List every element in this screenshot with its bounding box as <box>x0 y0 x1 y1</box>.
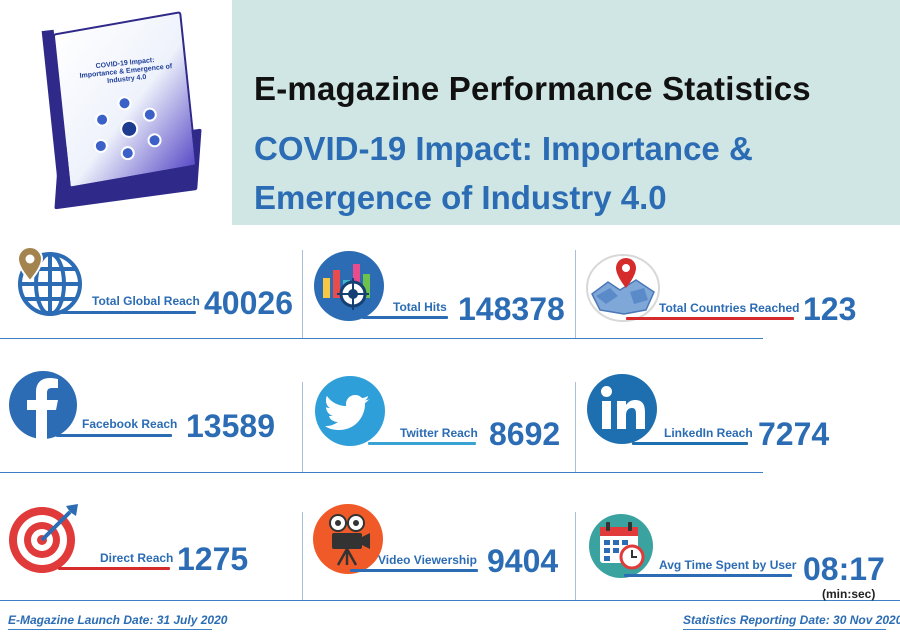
column-divider <box>575 512 576 600</box>
map-pin-icon <box>586 254 660 322</box>
countries-underline <box>626 317 794 320</box>
direct-reach-label: Direct Reach <box>100 551 174 565</box>
book-cover-graphic <box>85 88 172 166</box>
direct-reach-underline <box>58 567 170 570</box>
avg-time-value: 08:17 <box>803 551 885 587</box>
avg-time-unit: (min:sec) <box>822 587 876 601</box>
facebook-value: 13589 <box>186 408 275 444</box>
column-divider <box>302 382 303 472</box>
global-reach-underline <box>44 311 196 314</box>
row-divider <box>0 338 763 339</box>
avg-time-label: Avg Time Spent by User <box>659 558 797 572</box>
bar-chart-target-icon <box>314 251 384 321</box>
facebook-underline <box>56 434 172 437</box>
total-hits-underline <box>362 316 448 319</box>
reporting-date-underline <box>683 629 886 630</box>
column-divider <box>575 250 576 338</box>
target-arrow-icon <box>9 504 78 573</box>
row-divider <box>0 600 900 601</box>
reporting-date: Statistics Reporting Date: 30 Nov 2020 <box>683 613 900 627</box>
linkedin-underline <box>632 442 748 445</box>
direct-reach-value: 1275 <box>177 541 249 577</box>
global-reach-label: Total Global Reach <box>92 294 200 308</box>
page-subtitle: COVID-19 Impact: Importance & Emergence … <box>254 130 753 216</box>
column-divider <box>575 382 576 472</box>
twitter-label: Twitter Reach <box>400 426 478 440</box>
calendar-clock-icon <box>589 514 653 578</box>
avg-time-underline <box>624 574 792 577</box>
video-viewership-label: Video Viewership <box>378 553 477 567</box>
launch-date: E-Magazine Launch Date: 31 July 2020 <box>8 613 228 627</box>
facebook-icon <box>9 371 77 440</box>
magazine-cover-image: COVID-19 Impact: Importance & Emergence … <box>0 0 232 225</box>
countries-label: Total Countries Reached <box>659 301 800 315</box>
total-hits-label: Total Hits <box>393 300 447 314</box>
twitter-underline <box>368 442 476 445</box>
linkedin-label: LinkedIn Reach <box>664 426 753 440</box>
facebook-label: Facebook Reach <box>82 417 178 431</box>
page-title: E-magazine Performance Statistics <box>254 70 811 107</box>
header-banner: COVID-19 Impact: Importance & Emergence … <box>0 0 900 225</box>
twitter-icon <box>315 376 385 446</box>
total-hits-value: 148378 <box>458 291 565 327</box>
row-divider <box>0 472 763 473</box>
video-viewership-value: 9404 <box>487 543 559 579</box>
linkedin-icon <box>587 374 657 444</box>
column-divider <box>302 250 303 338</box>
video-viewership-underline <box>350 569 478 572</box>
global-reach-value: 40026 <box>204 285 293 321</box>
globe-pin-icon <box>16 245 82 316</box>
linkedin-value: 7274 <box>758 416 830 452</box>
column-divider <box>302 512 303 600</box>
launch-date-underline <box>8 629 212 630</box>
film-camera-icon <box>313 504 383 574</box>
countries-value: 123 <box>803 291 857 327</box>
twitter-value: 8692 <box>489 416 561 452</box>
